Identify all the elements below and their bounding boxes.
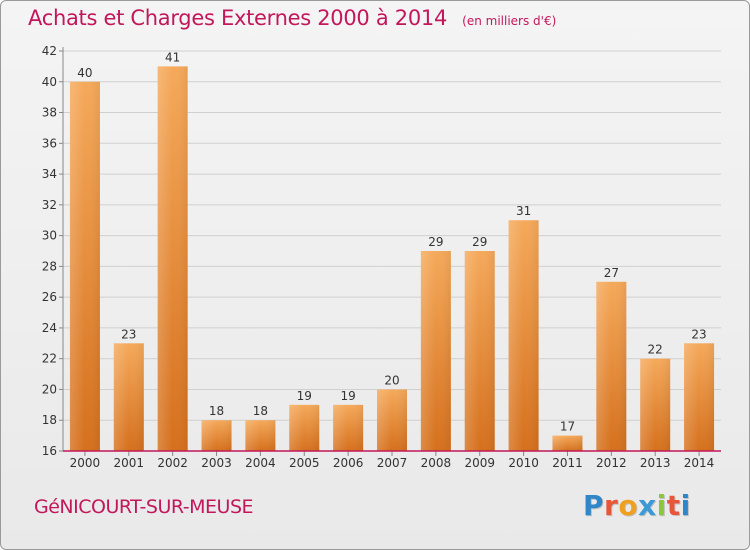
x-tick-label: 2004 — [245, 456, 276, 470]
bar-shade — [245, 420, 276, 451]
x-tick-label: 2001 — [114, 456, 145, 470]
data-label: 41 — [165, 50, 180, 64]
bar-shade — [113, 343, 144, 451]
y-tick-label: 36 — [42, 136, 57, 150]
commune-name: GéNICOURT-SUR-MEUSE — [34, 496, 254, 518]
logo-letter: r — [604, 489, 619, 522]
x-tick-label: 2005 — [289, 456, 320, 470]
x-tick-label: 2000 — [70, 456, 101, 470]
logo-letter: i — [656, 489, 667, 522]
y-tick-label: 16 — [42, 444, 57, 458]
y-tick-label: 30 — [42, 229, 57, 243]
data-label: 27 — [604, 266, 619, 280]
data-label: 19 — [297, 389, 312, 403]
data-label: 23 — [691, 327, 706, 341]
y-tick-label: 40 — [42, 75, 57, 89]
data-label: 29 — [472, 235, 487, 249]
bar-shade — [464, 251, 495, 451]
logo-letter: i — [680, 489, 691, 522]
bar-shade — [69, 81, 100, 452]
data-label: 19 — [340, 389, 355, 403]
chart-unit-note: (en milliers d'€) — [462, 14, 557, 28]
x-tick-label: 2011 — [552, 456, 583, 470]
bar-shade — [640, 358, 671, 451]
bar-shade — [201, 420, 232, 451]
bar-shade — [289, 404, 320, 451]
y-tick-label: 22 — [42, 352, 57, 366]
y-tick-label: 26 — [42, 290, 57, 304]
chart-title: Achats et Charges Externes 2000 à 2014 (… — [28, 6, 556, 30]
bar-shade — [333, 404, 364, 451]
x-tick-label: 2009 — [464, 456, 495, 470]
x-tick-label: 2006 — [333, 456, 364, 470]
x-tick-label: 2013 — [640, 456, 671, 470]
logo-letter: P — [583, 489, 605, 522]
x-tick-label: 2010 — [508, 456, 539, 470]
bar-shade — [552, 435, 583, 451]
bar-shade — [420, 251, 451, 451]
bar-shade — [377, 389, 407, 451]
y-tick-label: 18 — [42, 413, 57, 427]
x-tick-label: 2014 — [684, 456, 715, 470]
x-tick-label: 2002 — [157, 456, 188, 470]
data-label: 17 — [560, 420, 575, 434]
bar-shade — [508, 220, 539, 451]
x-tick-label: 2003 — [201, 456, 232, 470]
bar-shade — [596, 281, 627, 451]
data-label: 18 — [253, 404, 268, 418]
y-tick-label: 28 — [42, 259, 57, 273]
data-label: 20 — [384, 373, 399, 387]
x-tick-label: 2008 — [421, 456, 452, 470]
y-tick-label: 38 — [42, 106, 57, 120]
data-label: 18 — [209, 404, 224, 418]
data-label: 31 — [516, 204, 531, 218]
chart-title-text: Achats et Charges Externes 2000 à 2014 — [28, 6, 448, 30]
logo-letter: t — [666, 489, 681, 522]
logo-letter: o — [618, 489, 639, 522]
x-tick-label: 2012 — [596, 456, 627, 470]
data-label: 29 — [428, 235, 443, 249]
y-tick-label: 32 — [42, 198, 57, 212]
bar-shade — [684, 343, 715, 451]
data-label: 22 — [648, 343, 663, 357]
y-tick-label: 24 — [42, 321, 57, 335]
bar-shade — [157, 66, 188, 451]
y-tick-label: 42 — [42, 44, 57, 58]
y-tick-label: 20 — [42, 382, 57, 396]
y-tick-label: 34 — [42, 167, 57, 181]
proxiti-logo: Proxiti — [583, 489, 691, 522]
x-tick-label: 2007 — [377, 456, 408, 470]
data-label: 23 — [121, 327, 136, 341]
logo-letter: x — [638, 489, 657, 522]
data-label: 40 — [77, 66, 92, 80]
